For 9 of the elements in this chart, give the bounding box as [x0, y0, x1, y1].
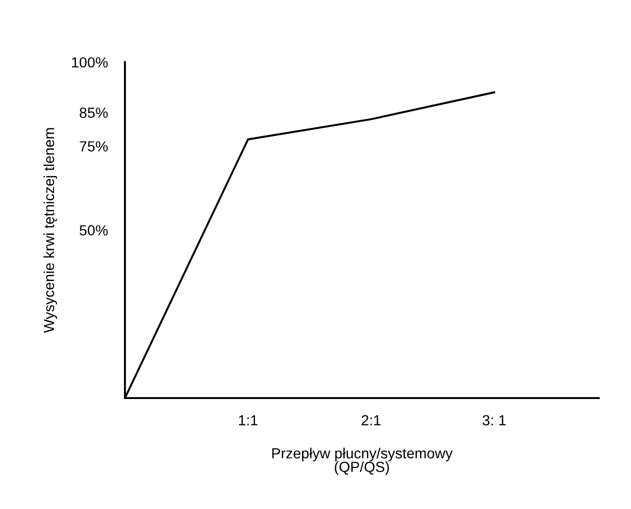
y-tick-label: 85% [80, 108, 108, 118]
y-axis-title: Wysycenie krwi tętniczej tlenem [43, 128, 58, 333]
x-tick-label: 3: 1 [482, 415, 506, 426]
y-tick-label: 50% [80, 225, 108, 236]
x-tick-label: 1:1 [239, 415, 258, 426]
x-axis-title: Przepływ płucny/systemowy (QP/QS) [272, 448, 453, 475]
x-tick-label: 2:1 [362, 415, 381, 426]
y-tick-label: 75% [80, 141, 108, 152]
y-tick-label: 100% [72, 57, 108, 68]
